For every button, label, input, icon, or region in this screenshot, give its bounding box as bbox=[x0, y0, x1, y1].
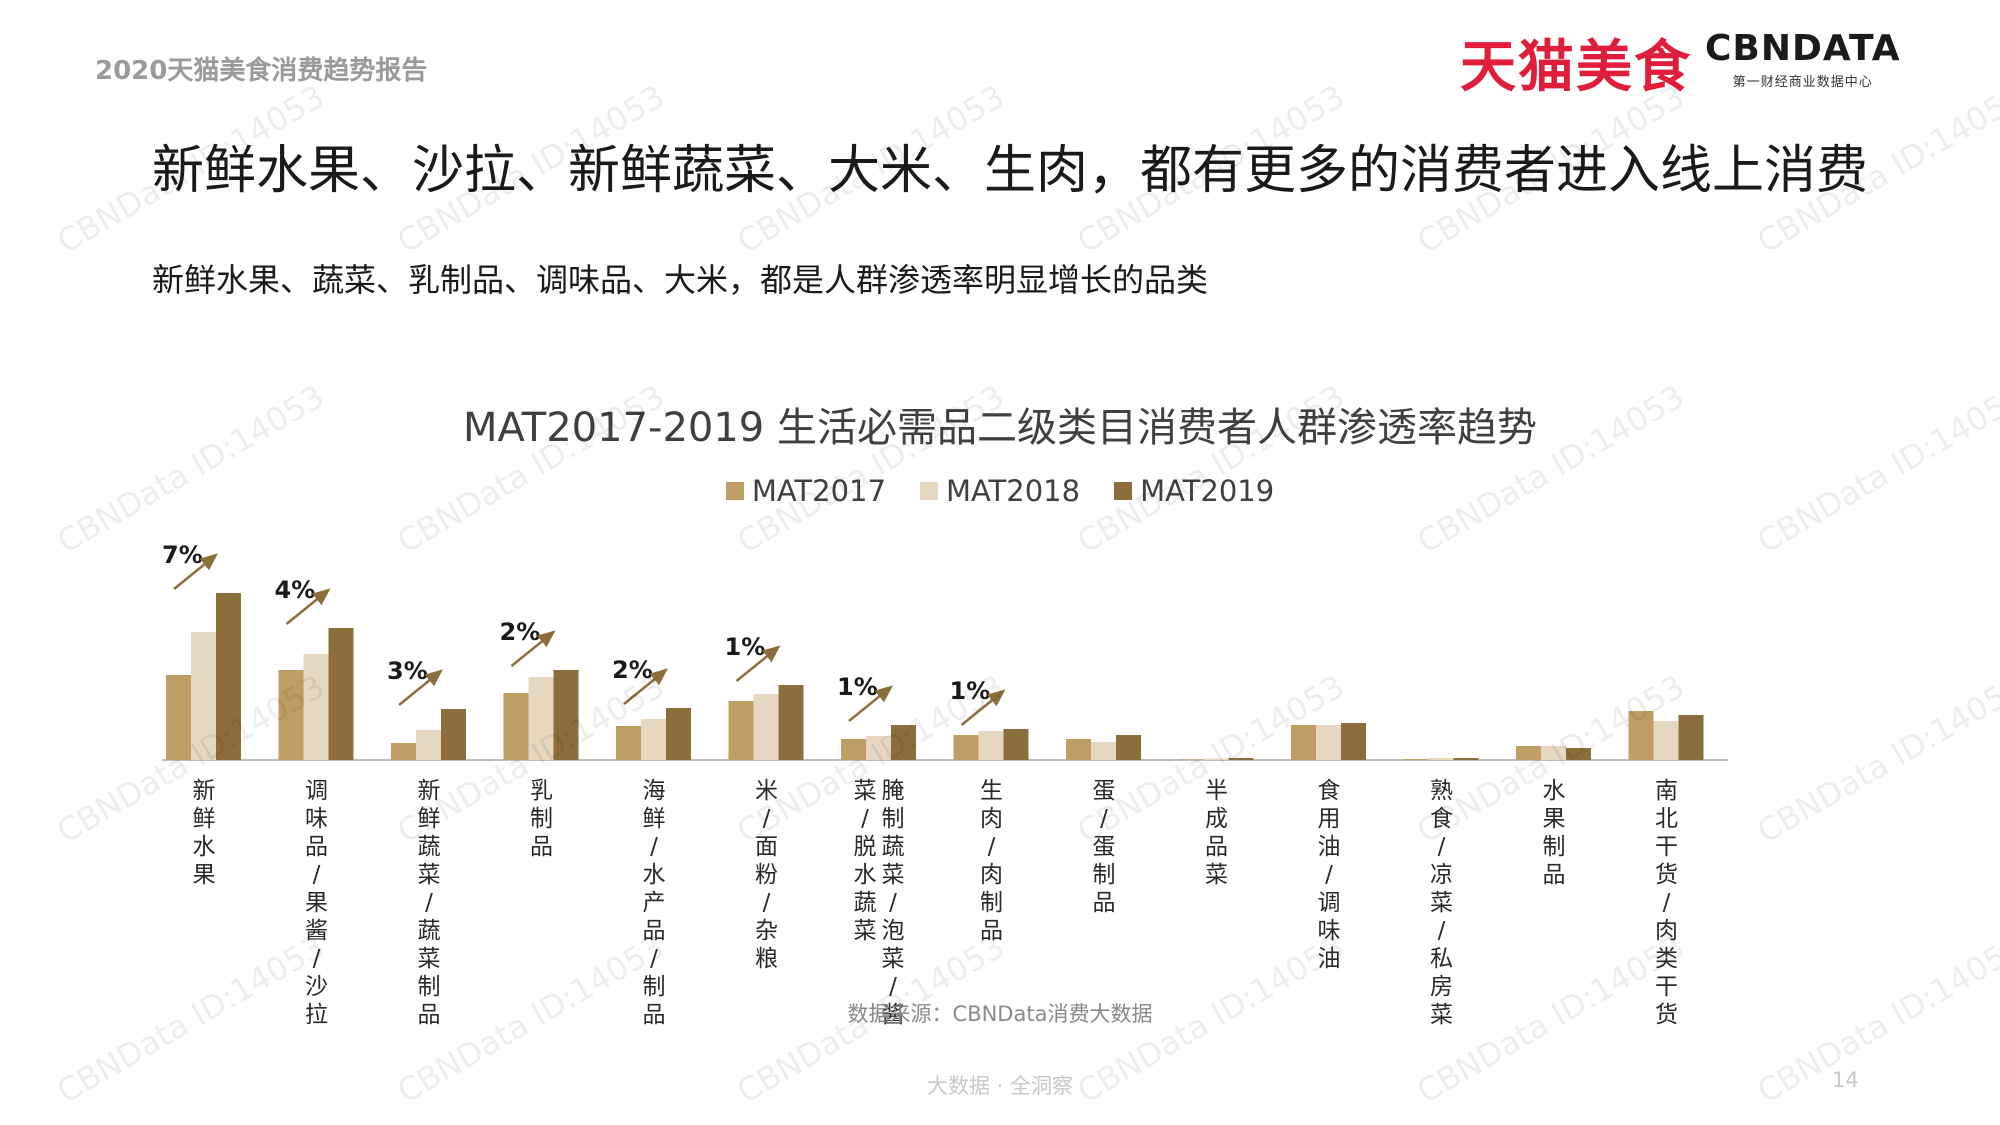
legend-label-mat2017: MAT2017 bbox=[751, 474, 886, 508]
growth-arrow-3 bbox=[510, 630, 556, 667]
bar-mat2018-13 bbox=[1653, 721, 1679, 760]
category-label-4: 海鲜/水产品/制品 bbox=[643, 778, 666, 1028]
bar-mat2019-9 bbox=[1228, 758, 1254, 760]
bar-mat2017-6 bbox=[841, 739, 866, 760]
growth-label-7: 1% bbox=[950, 677, 991, 705]
bar-mat2017-12 bbox=[1516, 746, 1541, 760]
bar-mat2017-1 bbox=[278, 670, 304, 760]
bar-mat2018-10 bbox=[1316, 725, 1341, 760]
legend-item-mat2018: MAT2018 bbox=[919, 474, 1081, 508]
bar-mat2019-0 bbox=[216, 593, 241, 760]
cbndata-logo-subtitle: 第一财经商业数据中心 bbox=[1732, 75, 1873, 90]
footer-slogan: 大数据 · 全洞察 bbox=[926, 1074, 1074, 1098]
growth-label-3: 2% bbox=[500, 618, 541, 646]
bar-mat2017-10 bbox=[1291, 725, 1316, 760]
bar-mat2019-12 bbox=[1566, 748, 1591, 760]
growth-label-0: 7% bbox=[162, 541, 203, 569]
bar-mat2018-12 bbox=[1541, 746, 1566, 760]
bar-mat2017-13 bbox=[1628, 711, 1654, 760]
bar-mat2019-8 bbox=[1116, 735, 1141, 760]
bar-mat2018-1 bbox=[303, 654, 329, 760]
legend-swatch-mat2019 bbox=[1114, 482, 1133, 500]
growth-arrow-7 bbox=[960, 689, 1006, 726]
page-subheadline: 新鲜水果、蔬菜、乳制品、调味品、大米，都是人群渗透率明显增长的品类 bbox=[152, 261, 1209, 299]
category-label-13: 南北干货/肉类干货 bbox=[1655, 778, 1678, 1028]
bar-mat2018-5 bbox=[753, 694, 779, 760]
bar-mat2019-1 bbox=[328, 628, 354, 760]
growth-label-4: 2% bbox=[612, 656, 653, 684]
legend-swatch-mat2017 bbox=[725, 482, 744, 500]
page-headline: 新鲜水果、沙拉、新鲜蔬菜、大米、生肉，都有更多的消费者进入线上消费 bbox=[152, 141, 1869, 201]
chart-legend: MAT2017 MAT2018 MAT2019 bbox=[0, 474, 2000, 508]
category-label-3: 乳制品 bbox=[530, 778, 553, 860]
category-label-5: 米/面粉/杂粮 bbox=[755, 778, 778, 972]
bar-mat2017-9 bbox=[1178, 759, 1204, 760]
bar-mat2019-7 bbox=[1003, 729, 1029, 760]
category-label-10: 食用油/调味油 bbox=[1318, 778, 1341, 972]
category-label-2: 新鲜蔬菜/蔬菜制品 bbox=[418, 778, 441, 1028]
bar-mat2019-3 bbox=[553, 670, 579, 760]
growth-label-2: 3% bbox=[387, 657, 428, 685]
legend-item-mat2019: MAT2019 bbox=[1114, 474, 1274, 508]
bar-mat2018-0 bbox=[191, 632, 216, 760]
bar-mat2017-2 bbox=[391, 743, 416, 760]
bar-mat2017-5 bbox=[728, 701, 754, 760]
growth-arrow-6 bbox=[848, 685, 893, 722]
bar-mat2017-8 bbox=[1066, 739, 1091, 760]
cbndata-logo-mark: CBNDATA bbox=[1705, 28, 1901, 69]
growth-label-5: 1% bbox=[725, 633, 766, 661]
bar-mat2018-9 bbox=[1203, 758, 1229, 760]
legend-swatch-mat2018 bbox=[919, 482, 938, 500]
legend-label-mat2019: MAT2019 bbox=[1140, 474, 1275, 508]
chart-title: MAT2017-2019 生活必需品二级类目消费者人群渗透率趋势 bbox=[463, 405, 1537, 451]
category-label-1: 调味品/果酱/沙拉 bbox=[305, 778, 328, 1028]
bar-mat2019-11 bbox=[1453, 758, 1479, 760]
growth-label-1: 4% bbox=[275, 576, 316, 604]
growth-arrow-2 bbox=[398, 669, 443, 706]
page-number: 14 bbox=[1832, 1068, 1859, 1092]
bar-mat2017-4 bbox=[616, 726, 641, 760]
tmall-food-logo: 天猫美食 bbox=[1460, 35, 1692, 100]
growth-arrow-1 bbox=[285, 588, 331, 625]
growth-arrow-4 bbox=[623, 668, 668, 705]
bar-mat2018-7 bbox=[978, 731, 1004, 760]
bar-mat2017-0 bbox=[166, 675, 191, 760]
growth-label-6: 1% bbox=[837, 673, 878, 701]
category-label-0: 新鲜水果 bbox=[193, 778, 216, 888]
bar-mat2017-7 bbox=[953, 735, 979, 760]
bar-mat2018-3 bbox=[528, 677, 554, 760]
bar-mat2019-2 bbox=[441, 709, 466, 760]
growth-arrow-0 bbox=[173, 553, 218, 590]
category-label-6: 腌制蔬菜/泡菜/酱菜/脱水蔬菜 bbox=[854, 778, 905, 1028]
report-title: 2020天猫美食消费趋势报告 bbox=[95, 56, 428, 86]
bar-mat2019-4 bbox=[666, 708, 691, 760]
bar-mat2018-2 bbox=[416, 730, 441, 760]
bar-mat2019-10 bbox=[1341, 723, 1366, 760]
category-label-7: 生肉/肉制品 bbox=[980, 778, 1003, 944]
category-label-11: 熟食/凉菜/私房菜 bbox=[1430, 778, 1453, 1028]
bar-mat2018-11 bbox=[1428, 758, 1454, 760]
legend-label-mat2018: MAT2018 bbox=[945, 474, 1081, 508]
bar-mat2018-8 bbox=[1091, 742, 1116, 760]
bar-mat2017-11 bbox=[1403, 759, 1429, 760]
category-label-12: 水果制品 bbox=[1543, 778, 1566, 888]
bar-mat2019-5 bbox=[778, 685, 804, 760]
category-label-9: 半成品菜 bbox=[1205, 778, 1228, 888]
category-label-8: 蛋/蛋制品 bbox=[1093, 778, 1116, 916]
bar-mat2018-4 bbox=[641, 719, 666, 760]
cbndata-logo: CBNDATA 第一财经商业数据中心 bbox=[1705, 28, 1901, 90]
bar-mat2017-3 bbox=[503, 693, 529, 760]
bar-mat2019-6 bbox=[891, 725, 916, 760]
bar-mat2019-13 bbox=[1678, 715, 1704, 760]
data-source-note: 数据来源：CBNData消费大数据 bbox=[847, 1002, 1153, 1026]
bar-mat2018-6 bbox=[866, 736, 891, 760]
legend-item-mat2017: MAT2017 bbox=[725, 474, 886, 508]
growth-arrow-5 bbox=[735, 645, 781, 682]
